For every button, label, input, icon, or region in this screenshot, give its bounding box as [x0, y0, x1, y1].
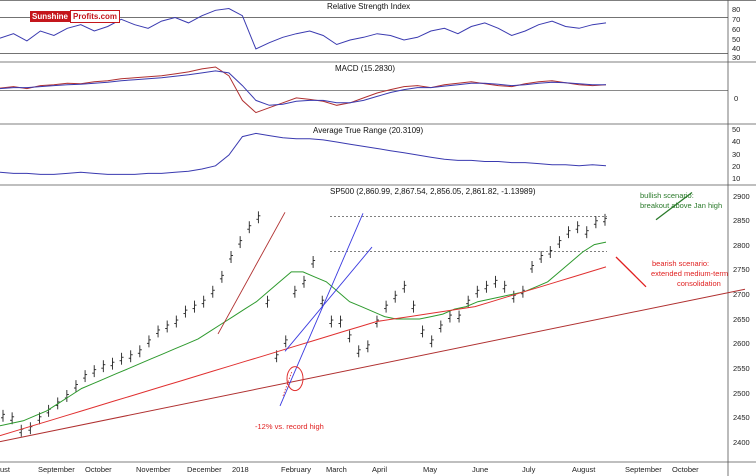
rsi-tick: 80: [732, 5, 740, 14]
rsi-axis: 80 70 60 50 40 30: [732, 5, 740, 62]
rsi-tick: 40: [732, 44, 740, 53]
month-label: 2018: [232, 465, 249, 474]
month-label: August: [572, 465, 596, 474]
price-tick: 2700: [733, 290, 750, 299]
price-tick: 2750: [733, 265, 750, 274]
support-trend-line: [0, 288, 746, 443]
atr-tick: 10: [732, 174, 740, 183]
rsi-tick: 50: [732, 35, 740, 44]
rsi-tick: 60: [732, 25, 740, 34]
macd-tick: 0: [734, 94, 738, 103]
month-label: July: [522, 465, 536, 474]
record-note-pointer: [282, 371, 293, 397]
reference-lines: [0, 17, 728, 252]
price-tick: 2850: [733, 216, 750, 225]
month-label: October: [672, 465, 699, 474]
atr-line: [0, 132, 607, 175]
channel-upper-line: [279, 213, 364, 407]
month-label: December: [187, 465, 222, 474]
logo-part-1: Sunshine: [30, 11, 71, 22]
macd-line: [0, 66, 607, 114]
month-label: September: [38, 465, 75, 474]
atr-tick: 30: [732, 150, 740, 159]
rsi-tick: 70: [732, 15, 740, 24]
bullish-arrow: [655, 191, 693, 221]
rally-trend-line: [217, 212, 286, 335]
atr-tick: 20: [732, 162, 740, 171]
bearish-text-1: bearish scenario:: [652, 259, 709, 268]
sunshine-profits-logo: Sunshine Profits.com: [30, 10, 121, 23]
feb-low-circle: [286, 366, 304, 392]
month-label: October: [85, 465, 112, 474]
rsi-title: Relative Strength Index: [327, 2, 410, 11]
atr-title: Average True Range (20.3109): [313, 126, 423, 135]
bearish-text-2: extended medium-term: [651, 269, 728, 278]
price-tick: 2450: [733, 413, 750, 422]
rsi-tick: 30: [732, 53, 740, 62]
series-layer: [0, 7, 746, 443]
bullish-text-1: bullish scenario:: [640, 191, 694, 200]
month-label: June: [472, 465, 488, 474]
month-axis: ust September October November December …: [0, 465, 699, 474]
atr-tick: 40: [732, 137, 740, 146]
record-note-text: -12% vs. record high: [255, 422, 324, 431]
bullish-text-2: breakout above Jan high: [640, 201, 722, 210]
logo-part-2: Profits.com: [70, 10, 121, 23]
price-tick: 2400: [733, 438, 750, 447]
macd-title: MACD (15.2830): [335, 64, 395, 73]
month-label: November: [136, 465, 171, 474]
rsi-line: [0, 7, 607, 50]
bearish-text-3: consolidation: [677, 279, 721, 288]
channel-lower-line: [284, 246, 373, 352]
month-label: March: [326, 465, 347, 474]
price-tick: 2550: [733, 364, 750, 373]
ma200-line: [0, 266, 607, 437]
month-label: September: [625, 465, 662, 474]
price-tick: 2800: [733, 241, 750, 250]
price-tick: 2650: [733, 315, 750, 324]
price-tick: 2900: [733, 192, 750, 201]
price-axis: 2900 2850 2800 2750 2700 2650 2600 2550 …: [733, 192, 750, 447]
sp500-title: SP500 (2,860.99, 2,867.54, 2,856.05, 2,8…: [330, 187, 536, 196]
month-label: ust: [0, 465, 11, 474]
macd-signal-line: [0, 70, 606, 106]
ma50-line: [0, 241, 607, 427]
atr-axis: 50 40 30 20 10: [732, 125, 740, 183]
month-label: April: [372, 465, 387, 474]
month-label: May: [423, 465, 437, 474]
price-tick: 2500: [733, 389, 750, 398]
price-tick: 2600: [733, 339, 750, 348]
bearish-arrow: [615, 256, 647, 288]
atr-tick: 50: [732, 125, 740, 134]
month-label: February: [281, 465, 311, 474]
